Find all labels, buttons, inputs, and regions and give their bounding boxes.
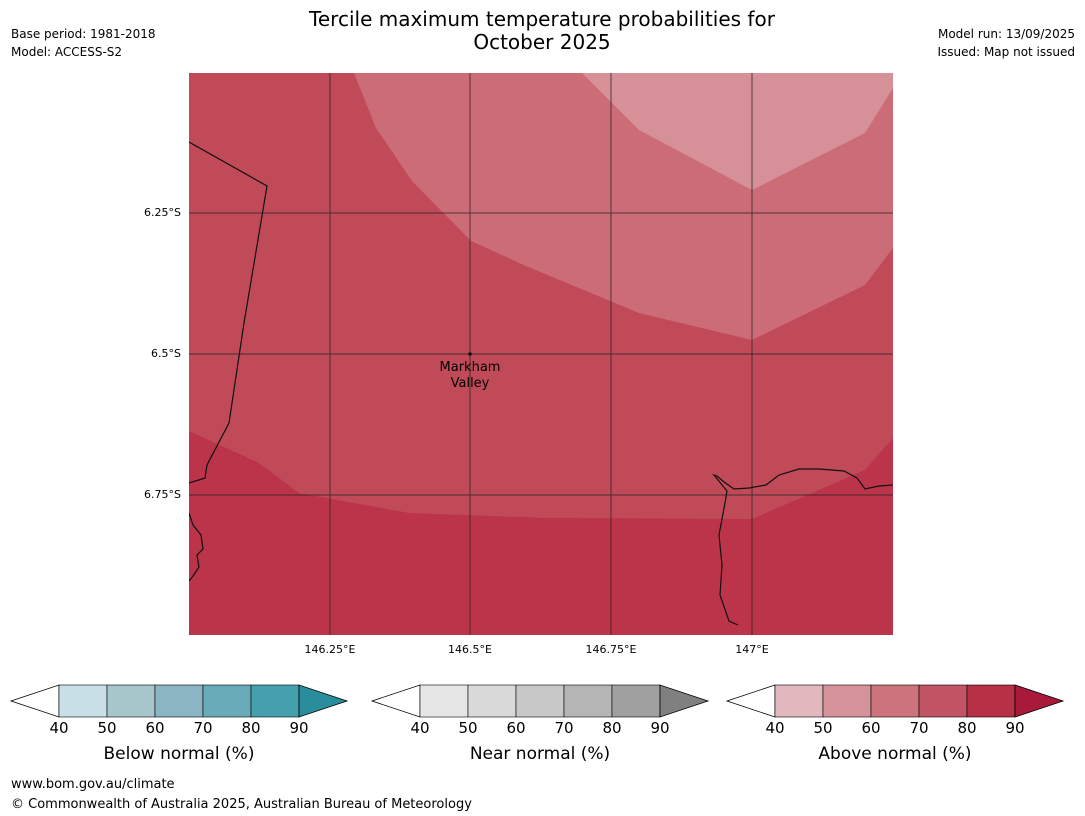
- below-normal-label: Below normal (%): [103, 744, 255, 764]
- colorbar-segment: [419, 684, 469, 718]
- colorbar-segment: [870, 684, 920, 718]
- west-coast: [189, 512, 204, 582]
- colorbar-segment: [467, 684, 517, 718]
- lon-label-146-5: 146.5°E: [448, 643, 492, 656]
- footer-copyright: © Commonwealth of Australia 2025, Austra…: [11, 797, 472, 812]
- lat-label-6-5: 6.5°S: [151, 347, 181, 360]
- lon-label-146-25: 146.25°E: [304, 643, 356, 656]
- map-title: Tercile maximum temperature probabilitie…: [192, 8, 892, 54]
- colorbar-segment: [822, 684, 872, 718]
- cb1-tick-40: 40: [410, 719, 430, 737]
- cb0-tick-40: 40: [49, 719, 69, 737]
- colorbar-segment: [58, 684, 108, 718]
- colorbar-extend-low: [370, 684, 421, 718]
- issued-status: Issued: Map not issued: [937, 45, 1075, 59]
- above-normal-label: Above normal (%): [818, 744, 972, 764]
- cb2-tick-70: 70: [909, 719, 929, 737]
- cb0-tick-60: 60: [145, 719, 165, 737]
- colorbar-segment: [611, 684, 661, 718]
- cb2-tick-80: 80: [957, 719, 977, 737]
- cb0-tick-90: 90: [289, 719, 309, 737]
- location-marker: [468, 352, 472, 356]
- colorbar-extend-low: [9, 684, 60, 718]
- lat-label-6-25: 6.25°S: [144, 206, 181, 219]
- cb2-tick-60: 60: [861, 719, 881, 737]
- lon-label-147: 147°E: [735, 643, 769, 656]
- colorbar-segment: [774, 684, 824, 718]
- map-title-line-2: October 2025: [473, 30, 611, 54]
- border-line: [189, 141, 268, 484]
- colorbar-segment: [918, 684, 968, 718]
- lat-label-6-75: 6.75°S: [144, 488, 181, 501]
- colorbar-below-normal: [9, 684, 349, 718]
- colorbar-segment: [515, 684, 565, 718]
- colorbar-above-normal: [725, 684, 1065, 718]
- east-coast: [712, 468, 893, 626]
- cb2-tick-40: 40: [765, 719, 785, 737]
- cb2-tick-50: 50: [813, 719, 833, 737]
- near-normal-label: Near normal (%): [469, 744, 611, 764]
- place-label-line-1: Markham: [440, 360, 501, 375]
- cb1-tick-60: 60: [506, 719, 526, 737]
- colorbar-extend-low: [725, 684, 776, 718]
- colorbar-extend-high: [298, 684, 349, 718]
- colorbar-segment: [966, 684, 1016, 718]
- place-label-line-2: Valley: [451, 376, 490, 391]
- coastline: [189, 141, 893, 626]
- colorbar-segment: [154, 684, 204, 718]
- lon-label-146-75: 146.75°E: [585, 643, 637, 656]
- colorbars: [9, 684, 1065, 718]
- cb1-tick-70: 70: [554, 719, 574, 737]
- colorbar-segment: [202, 684, 252, 718]
- colorbar-segment: [250, 684, 300, 718]
- map-title-line-1: Tercile maximum temperature probabilitie…: [309, 7, 775, 31]
- meta-right: Model run: 13/09/2025 Issued: Map not is…: [937, 25, 1075, 61]
- cb1-tick-90: 90: [650, 719, 670, 737]
- colorbar-extend-high: [1014, 684, 1065, 718]
- band-50-60: [582, 73, 893, 190]
- meta-left: Base period: 1981-2018 Model: ACCESS-S2: [11, 25, 156, 61]
- cb0-tick-80: 80: [241, 719, 261, 737]
- cb1-tick-50: 50: [458, 719, 478, 737]
- colorbar-segment: [563, 684, 613, 718]
- footer-url: www.bom.gov.au/climate: [11, 777, 175, 792]
- colorbar-near-normal: [370, 684, 710, 718]
- colorbar-segment: [106, 684, 156, 718]
- cb2-tick-90: 90: [1005, 719, 1025, 737]
- footer: www.bom.gov.au/climate © Commonwealth of…: [11, 775, 472, 815]
- colorbar-extend-high: [659, 684, 710, 718]
- cb0-tick-70: 70: [193, 719, 213, 737]
- base-period: Base period: 1981-2018: [11, 27, 156, 41]
- model-run: Model run: 13/09/2025: [937, 27, 1075, 41]
- cb0-tick-50: 50: [97, 719, 117, 737]
- probability-map: Markham Valley: [189, 73, 893, 635]
- model-name: Model: ACCESS-S2: [11, 45, 123, 59]
- cb1-tick-80: 80: [602, 719, 622, 737]
